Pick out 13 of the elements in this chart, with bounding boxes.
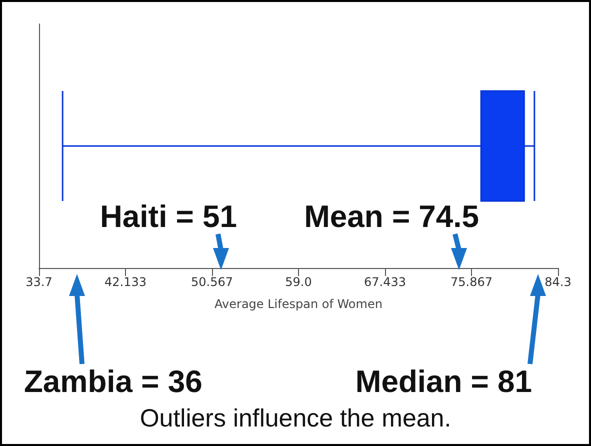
x-tick-label: 33.7 xyxy=(26,275,52,289)
annotation: Mean = 74.5 xyxy=(304,199,479,234)
x-tick-label: 67.433 xyxy=(364,275,406,289)
text: Median = 81 xyxy=(355,364,532,399)
text: Zambia = 36 xyxy=(24,364,202,399)
x-tick-label: 75.867 xyxy=(450,275,493,289)
text: Outliers influence the mean. xyxy=(140,404,452,432)
x-tick-label: 59.0 xyxy=(285,275,312,289)
x-tick-label: 42.133 xyxy=(104,275,146,289)
annotation: Haiti = 51 xyxy=(100,199,237,234)
x-tick-label: 50.567 xyxy=(191,275,234,289)
x-tick-label: 84.3 xyxy=(544,275,572,289)
x-axis-title: Average Lifespan of Women xyxy=(214,297,382,311)
